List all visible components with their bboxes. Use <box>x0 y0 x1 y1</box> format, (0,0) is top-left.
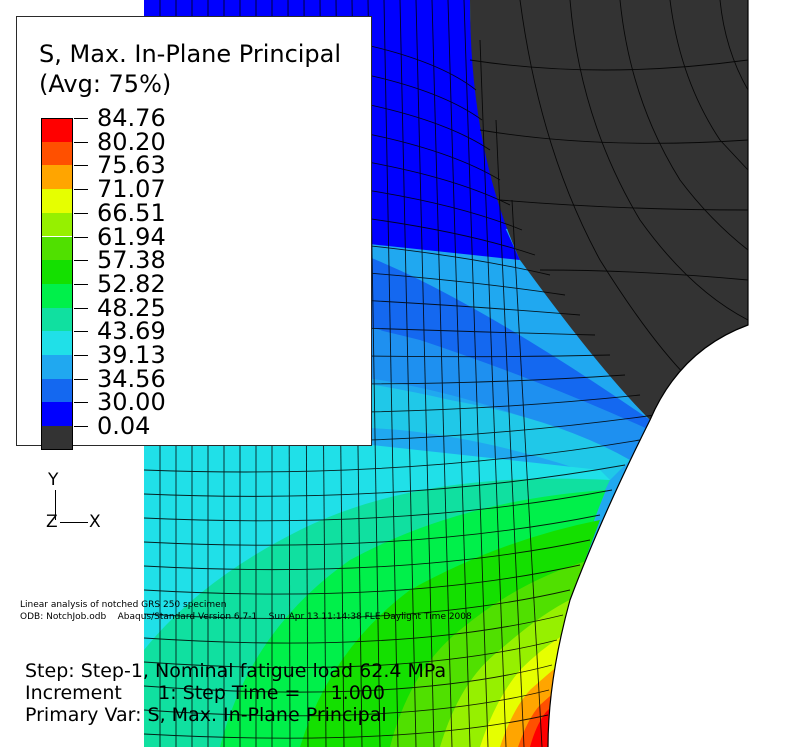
contour-legend: S, Max. In-Plane Principal (Avg: 75%) 84.… <box>16 16 372 450</box>
legend-swatch <box>41 426 73 450</box>
legend-title-line1: S, Max. In-Plane Principal <box>39 40 342 68</box>
status-primary-var: Primary Var: S, Max. In-Plane Principal <box>25 704 387 726</box>
legend-tick <box>74 378 88 380</box>
axis-triad: Y Z X <box>38 470 118 540</box>
legend-swatch <box>41 212 73 237</box>
legend-value: 0.04 <box>97 412 151 441</box>
triad-x-label: X <box>89 512 101 532</box>
legend-swatch <box>41 189 73 213</box>
legend-value: 57.38 <box>97 246 166 275</box>
legend-tick <box>74 165 88 167</box>
odb-info: ODB: NotchJob.odb Abaqus/Standard Versio… <box>20 612 472 622</box>
legend-swatch <box>41 118 73 142</box>
triad-y-axis <box>55 490 56 520</box>
analysis-description: Linear analysis of notched GRS 250 speci… <box>20 600 227 610</box>
legend-swatch <box>41 402 73 427</box>
legend-value: 84.76 <box>97 104 166 132</box>
legend-tick <box>74 331 88 333</box>
legend-tick <box>74 236 88 238</box>
triad-z-label: Z <box>46 512 58 532</box>
legend-value: 52.82 <box>97 269 166 298</box>
legend-value: 43.69 <box>97 317 166 346</box>
legend-swatch <box>41 331 73 355</box>
legend-tick <box>74 402 88 404</box>
legend-swatch <box>41 141 73 166</box>
legend-value: 66.51 <box>97 198 166 227</box>
legend-value: 75.63 <box>97 151 166 180</box>
triad-y-label: Y <box>48 470 59 490</box>
legend-value: 71.07 <box>97 175 166 204</box>
status-step: Step: Step-1, Nominal fatigue load 62.4 … <box>25 660 447 682</box>
legend-swatch <box>41 165 73 190</box>
legend-title: S, Max. In-Plane Principal (Avg: 75%) <box>39 39 341 99</box>
legend-swatch <box>41 260 73 284</box>
legend-tick <box>74 307 88 309</box>
legend-value: 34.56 <box>97 364 166 393</box>
legend-swatch <box>41 307 73 332</box>
legend-swatch <box>41 283 73 308</box>
triad-x-axis <box>60 522 88 523</box>
legend-swatch <box>41 355 73 379</box>
legend-tick <box>74 212 88 214</box>
legend-swatch <box>41 378 73 403</box>
legend-tick <box>74 355 88 356</box>
legend-tick <box>74 189 88 191</box>
legend-tick <box>74 141 88 143</box>
legend-value: 39.13 <box>97 341 166 369</box>
legend-bar-border <box>41 118 73 450</box>
legend-title-line2: (Avg: 75%) <box>39 70 172 98</box>
legend-value: 48.25 <box>97 293 166 322</box>
legend-swatch <box>41 236 73 261</box>
legend-value: 80.20 <box>97 127 166 156</box>
legend-tick <box>74 426 88 428</box>
legend-value: 30.00 <box>97 388 166 417</box>
status-increment: Increment 1: Step Time = 1.000 <box>25 682 385 704</box>
legend-tick <box>74 260 88 262</box>
legend-tick <box>74 283 88 285</box>
legend-value: 61.94 <box>97 222 166 251</box>
legend-tick <box>74 118 88 119</box>
